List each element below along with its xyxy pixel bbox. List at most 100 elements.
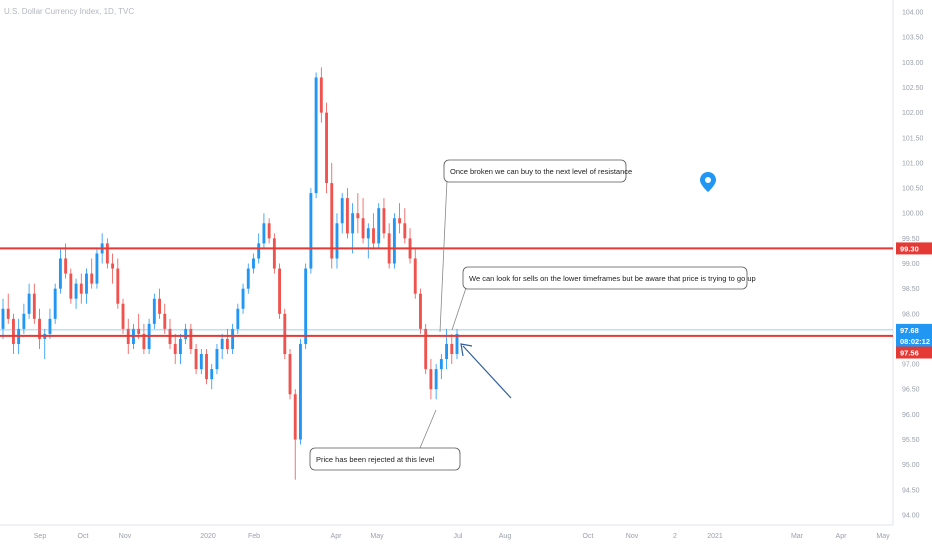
candle-body	[241, 288, 245, 309]
candle-body	[32, 293, 36, 319]
candle-body	[246, 268, 250, 289]
y-tick-label: 103.50	[902, 35, 924, 42]
candle-body	[293, 394, 297, 440]
candle-body	[252, 258, 255, 269]
candle-body	[236, 308, 240, 329]
y-tick-label: 102.50	[902, 85, 924, 92]
candle-body	[450, 343, 454, 355]
x-tick-label: Nov	[626, 533, 639, 540]
candle-body	[424, 328, 428, 370]
candle-body	[288, 354, 292, 395]
candle-body	[419, 293, 422, 329]
candle-body	[163, 313, 167, 329]
candle-body	[58, 258, 62, 289]
callout-box-breakout[interactable]	[443, 159, 627, 183]
y-tick-label: 96.00	[902, 412, 920, 419]
x-tick-label: Nov	[119, 533, 132, 540]
price-tag	[896, 323, 932, 336]
candle-body	[137, 328, 141, 334]
y-tick-label: 98.50	[902, 286, 920, 293]
candle-body	[366, 228, 370, 239]
price-tag	[896, 242, 932, 255]
location-marker-icon[interactable]	[700, 172, 716, 192]
candle-body	[403, 223, 407, 239]
candle-body	[345, 198, 349, 234]
candle-body	[158, 298, 161, 314]
callout-pointer-line	[451, 284, 468, 331]
price-tag	[896, 334, 932, 347]
y-tick-label: 98.00	[902, 311, 920, 318]
price-tag-label: 97.56	[900, 349, 919, 358]
x-tick-label: May	[876, 533, 890, 540]
candle-body	[85, 273, 88, 294]
candle-body	[262, 223, 266, 244]
time-axis[interactable]: Sep Oct Nov 2020 Feb Apr May Jul Aug Oct Nov 2 2021 M…	[34, 533, 890, 540]
candle-body	[351, 213, 355, 234]
price-tag-label: 97.68	[900, 326, 919, 335]
candle-body	[142, 333, 146, 349]
y-tick-label: 102.00	[902, 110, 924, 117]
candle-body	[372, 228, 375, 244]
candle-body	[335, 223, 339, 259]
chart-title: U.S. Dollar Currency Index, 1D, TVC	[4, 7, 134, 16]
price-tag	[896, 346, 932, 359]
candle-body	[121, 303, 125, 329]
x-tick-label: Oct	[583, 533, 594, 540]
candle-body	[210, 369, 214, 380]
x-tick-label: Feb	[248, 533, 260, 540]
y-tick-label: 99.50	[902, 236, 920, 243]
candle-body	[439, 359, 443, 370]
candle-body	[74, 283, 78, 299]
candle-body	[325, 112, 328, 184]
candle-body	[392, 218, 396, 264]
x-tick-label: Aug	[499, 533, 512, 540]
x-tick-label: May	[370, 533, 384, 540]
horizontal-levels[interactable]	[0, 247, 893, 337]
callout-text-sells: We can look for sells on the lower timef…	[469, 274, 756, 283]
candle-body	[64, 258, 68, 274]
candle-body	[377, 208, 381, 244]
candle-body	[231, 328, 235, 349]
candle-body	[189, 328, 193, 349]
candle-body	[6, 308, 10, 319]
callout-text-breakout: Once broken we can buy to the next level…	[450, 167, 632, 176]
callout-pointer-line	[419, 409, 437, 449]
y-tick-label: 94.50	[902, 487, 920, 494]
x-tick-label: Sep	[34, 533, 47, 540]
candle-body	[309, 193, 313, 269]
callout-box-sells[interactable]	[462, 266, 748, 290]
candle-body	[90, 273, 94, 284]
x-tick-label: Jul	[454, 533, 463, 540]
candle-body	[48, 318, 52, 334]
candle-body	[455, 333, 459, 355]
candle-body	[116, 268, 120, 304]
x-tick-label: Oct	[78, 533, 89, 540]
candle-body	[398, 218, 402, 224]
candle-body	[330, 183, 334, 259]
price-tag-label: 08:02:12	[900, 337, 930, 346]
candle-body	[178, 338, 182, 355]
candle-body	[38, 318, 41, 339]
candle-body	[105, 243, 109, 264]
price-axis[interactable]: 104.00 103.50 103.00 102.50 102.00 101.50 101.…	[902, 10, 924, 520]
y-tick-label: 101.50	[902, 135, 924, 142]
y-tick-label: 100.00	[902, 211, 924, 218]
candles-group	[1, 67, 459, 480]
candle-body	[215, 348, 219, 370]
annotations[interactable]: Once broken we can buy to the next level…	[309, 159, 756, 471]
price-tags: 99.30 97.68 08:02:12 97.56	[896, 242, 932, 359]
callout-pointer-line	[439, 179, 448, 333]
candle-body	[267, 223, 271, 239]
y-tick-label: 95.50	[902, 437, 920, 444]
callout-box-rejected[interactable]	[309, 447, 461, 471]
x-tick-label: 2	[673, 533, 677, 540]
price-tag-label: 99.30	[900, 244, 919, 253]
candle-body	[272, 238, 276, 269]
candle-body	[257, 243, 261, 259]
candle-body	[194, 348, 198, 370]
candle-body	[111, 263, 115, 269]
y-tick-label: 94.00	[902, 512, 920, 519]
candle-body	[22, 313, 26, 329]
arrow-line[interactable]	[462, 345, 512, 399]
